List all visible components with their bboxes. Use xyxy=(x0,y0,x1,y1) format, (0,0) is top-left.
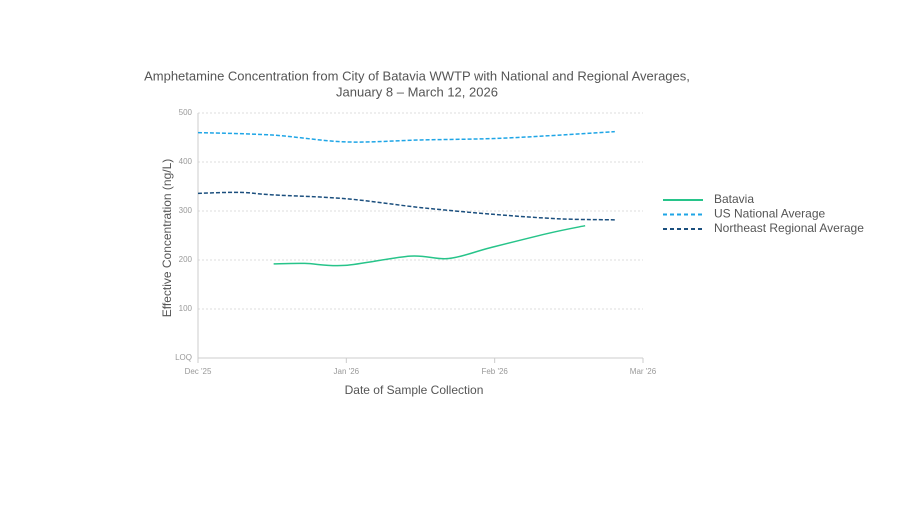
line xyxy=(197,191,615,221)
chart-subtitle: January 8 – March 12, 2026 xyxy=(336,84,498,99)
line xyxy=(197,130,615,143)
x-tick-label: Feb '26 xyxy=(481,367,508,376)
y-tick-label: 500 xyxy=(179,108,193,117)
y-tick-label: 300 xyxy=(179,206,193,215)
y-tick-label: LOQ xyxy=(175,353,192,362)
x-tick-label: Mar '26 xyxy=(630,367,657,376)
y-tick-label: 200 xyxy=(179,255,193,264)
y-tick-label: 100 xyxy=(179,304,193,313)
x-axis-title: Date of Sample Collection xyxy=(345,383,484,397)
legend-label: US National Average xyxy=(714,207,826,221)
legend-label: Northeast Regional Average xyxy=(714,221,864,235)
x-tick-label: Jan '26 xyxy=(334,367,360,376)
y-tick-label: 400 xyxy=(179,157,193,166)
line xyxy=(273,224,586,267)
y-axis-title: Effective Concentration (ng/L) xyxy=(160,159,174,318)
legend-label: Batavia xyxy=(714,192,754,206)
x-tick-label: Dec '25 xyxy=(185,367,212,376)
chart-title: Amphetamine Concentration from City of B… xyxy=(144,68,690,83)
